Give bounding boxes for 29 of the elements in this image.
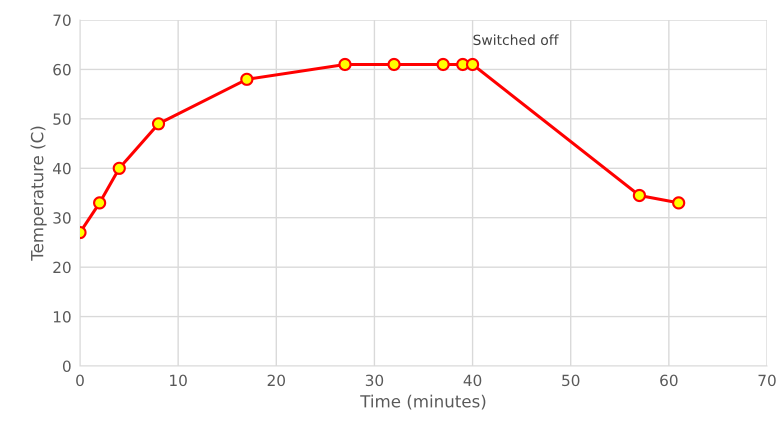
- x-tick-label: 10: [170, 374, 187, 386]
- x-tick-label: 60: [660, 374, 678, 386]
- y-tick-label: 20: [53, 262, 71, 274]
- point: [632, 188, 646, 202]
- y-tick-label: 70: [53, 14, 71, 26]
- x-tick-label: 0: [76, 374, 84, 386]
- x-tick-label: 20: [268, 374, 285, 386]
- x-tick-label: 70: [758, 374, 776, 386]
- point: [436, 58, 450, 72]
- x-axis-title: Time (minutes): [360, 394, 486, 410]
- y-axis-title: Temperature (C): [30, 126, 47, 261]
- point: [152, 117, 166, 130]
- x-tick-label: 40: [464, 374, 482, 386]
- y-tick-label: 30: [53, 212, 71, 224]
- point: [338, 58, 352, 72]
- annotation: Switched off: [473, 34, 559, 46]
- point: [672, 196, 686, 210]
- point: [93, 196, 106, 210]
- y-tick-label: 40: [52, 162, 71, 174]
- point: [112, 162, 126, 175]
- y-tick-label: 0: [62, 360, 71, 372]
- y-tick-label: 60: [53, 64, 71, 76]
- y-tick-label: 50: [53, 113, 71, 125]
- x-tick-label: 50: [562, 374, 580, 386]
- point: [240, 72, 254, 86]
- point: [466, 58, 480, 72]
- point: [387, 58, 401, 72]
- y-tick-label: 10: [54, 311, 71, 323]
- x-tick-label: 30: [366, 374, 384, 386]
